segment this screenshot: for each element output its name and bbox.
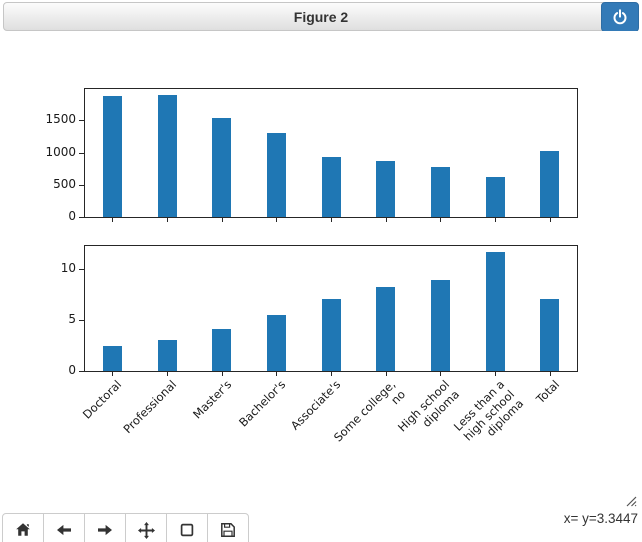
bar: [540, 150, 560, 217]
y-tick-mark: [79, 320, 84, 322]
bar: [157, 95, 177, 217]
x-tick-mark: [385, 218, 387, 222]
bar: [321, 156, 341, 217]
bar: [430, 279, 450, 371]
home-icon: [15, 522, 31, 541]
bar: [485, 177, 505, 217]
x-tick-mark: [221, 372, 223, 376]
resize-grip-icon[interactable]: [625, 495, 638, 513]
y-tick-mark: [79, 120, 84, 122]
x-tick-mark: [549, 218, 551, 222]
x-tick-mark: [495, 372, 496, 376]
bar: [540, 298, 560, 371]
y-tick-label: 10: [60, 261, 76, 276]
x-tick-mark: [385, 372, 387, 376]
x-tick-mark: [276, 372, 278, 376]
y-tick-label: 0: [68, 363, 76, 377]
navigation-toolbar: [2, 513, 249, 542]
y-tick-mark: [79, 371, 84, 372]
bar: [102, 95, 122, 217]
close-figure-button[interactable]: [601, 2, 639, 32]
pan-button[interactable]: [125, 513, 167, 542]
bar: [266, 133, 286, 217]
figure-title: Figure 2: [293, 8, 349, 25]
x-tick-mark: [440, 372, 442, 376]
bar: [376, 286, 396, 371]
y-tick-mark: [79, 184, 84, 186]
save-icon: [220, 522, 236, 541]
x-tick-mark: [167, 218, 168, 222]
bar: [485, 252, 505, 371]
top-axes: [84, 88, 578, 218]
x-tick-mark: [167, 372, 168, 376]
bar: [157, 339, 177, 371]
bar: [212, 117, 232, 217]
bottom-axes: [84, 245, 578, 372]
save-button[interactable]: [207, 513, 249, 542]
bar: [212, 329, 232, 371]
bar: [430, 166, 450, 217]
y-tick-mark: [79, 217, 84, 218]
forward-button[interactable]: [84, 513, 126, 542]
power-icon: [612, 9, 628, 25]
back-button[interactable]: [43, 513, 85, 542]
x-tick-mark: [331, 218, 332, 222]
x-tick-mark: [276, 218, 278, 222]
bar: [266, 315, 286, 371]
bar: [376, 160, 396, 217]
figure-titlebar: Figure 2: [3, 2, 639, 32]
move-icon: [137, 522, 155, 542]
x-tick-mark: [112, 372, 114, 376]
y-tick-mark: [79, 152, 84, 154]
y-tick-label: 5: [68, 312, 76, 327]
y-tick-label: 1500: [45, 112, 76, 127]
y-tick-label: 0: [68, 209, 76, 223]
bar: [102, 345, 122, 371]
cursor-coordinates: x= y=3.3447: [563, 511, 638, 526]
figure-canvas[interactable]: 0 500 1000 1500 0 5 10 Doctoral Professional Mast…: [0, 31, 642, 503]
y-tick-label: 1000: [45, 144, 76, 159]
y-tick-mark: [79, 269, 84, 271]
x-tick-mark: [331, 372, 332, 376]
x-tick-mark: [549, 372, 551, 376]
home-button[interactable]: [2, 513, 44, 542]
zoom-rect-icon: [179, 522, 195, 541]
zoom-rect-button[interactable]: [166, 513, 208, 542]
bar: [321, 298, 341, 371]
arrow-left-icon: [56, 522, 72, 541]
arrow-right-icon: [97, 522, 113, 541]
x-tick-mark: [221, 218, 223, 222]
x-tick-mark: [495, 218, 496, 222]
x-tick-mark: [112, 218, 114, 222]
x-tick-mark: [440, 218, 442, 222]
y-tick-label: 500: [53, 176, 76, 191]
